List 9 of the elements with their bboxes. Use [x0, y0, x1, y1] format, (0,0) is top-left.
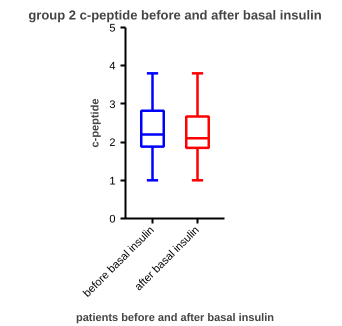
- y-tick-label: 5: [109, 22, 116, 34]
- chart-title: group 2 c-peptide before and after basal insulin: [28, 8, 322, 22]
- y-tick-label: 1: [109, 175, 116, 188]
- y-tick-label: 4: [109, 60, 116, 73]
- y-tick-label: 0: [109, 214, 116, 226]
- x-axis-title: patients before and after basal insulin: [76, 312, 274, 324]
- y-tick-label: 3: [109, 98, 116, 111]
- y-tick-label: 2: [109, 137, 116, 150]
- y-axis-title: c-peptide: [89, 98, 102, 148]
